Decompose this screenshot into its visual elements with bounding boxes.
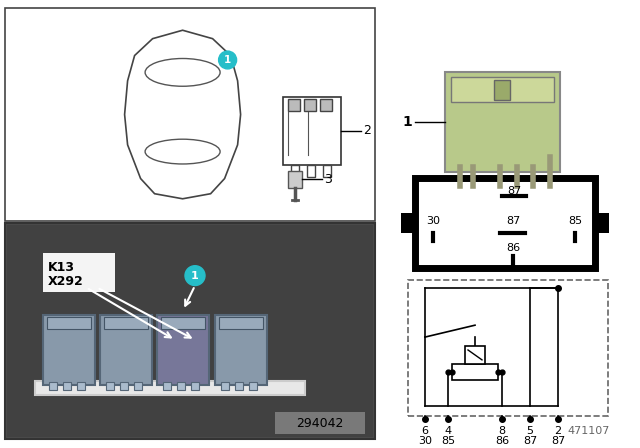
Text: X292: X292 [48, 275, 84, 288]
Circle shape [219, 51, 237, 69]
Bar [5, 8, 375, 221]
Text: K13: K13 [48, 261, 75, 274]
Text: 87: 87 [523, 436, 537, 446]
Bar [275, 413, 365, 434]
Text: 30: 30 [418, 436, 432, 446]
Bar [191, 382, 199, 390]
Bar [77, 382, 85, 390]
Bar [106, 382, 114, 390]
Ellipse shape [145, 139, 220, 164]
Bar [157, 315, 209, 385]
Bar [415, 178, 595, 268]
Bar [43, 315, 95, 385]
Text: 86: 86 [495, 436, 509, 446]
Text: 86: 86 [506, 243, 520, 253]
Bar [401, 213, 417, 233]
Text: 1: 1 [402, 115, 412, 129]
Ellipse shape [145, 59, 220, 86]
Bar [235, 382, 243, 390]
Text: 6: 6 [422, 426, 429, 436]
Bar [7, 225, 373, 437]
Text: 3: 3 [324, 173, 332, 186]
Text: 471107: 471107 [568, 426, 610, 436]
Text: 4: 4 [444, 426, 452, 436]
Bar [288, 171, 302, 188]
Bar [593, 213, 609, 233]
Circle shape [185, 266, 205, 285]
Bar [47, 317, 91, 329]
Text: 30: 30 [426, 216, 440, 226]
Text: 87: 87 [507, 186, 521, 196]
Bar [219, 317, 263, 329]
Text: 294042: 294042 [296, 417, 344, 430]
Text: 87: 87 [506, 216, 520, 226]
Bar [177, 382, 185, 390]
Bar [304, 99, 316, 111]
Text: 2: 2 [554, 426, 561, 436]
Text: 1: 1 [224, 55, 231, 65]
Bar [161, 317, 205, 329]
Bar [283, 97, 341, 164]
Bar [134, 382, 142, 390]
Text: 2: 2 [363, 125, 371, 138]
Bar [5, 223, 375, 439]
Bar [291, 164, 299, 177]
Text: 87: 87 [551, 436, 565, 446]
Text: 85: 85 [568, 216, 582, 226]
Bar [451, 78, 554, 102]
Bar [100, 315, 152, 385]
Bar [215, 315, 267, 385]
Bar [221, 382, 229, 390]
Text: 85: 85 [441, 436, 455, 446]
Bar [307, 164, 315, 177]
Bar [323, 164, 331, 177]
Bar [494, 80, 510, 100]
Bar [320, 99, 332, 111]
Bar [465, 346, 485, 364]
Text: 1: 1 [191, 271, 199, 280]
Bar [43, 253, 115, 293]
Bar [445, 73, 560, 172]
Bar [35, 381, 305, 395]
Bar [49, 382, 57, 390]
Bar [104, 317, 148, 329]
Bar [452, 364, 498, 380]
Bar [288, 99, 300, 111]
Text: 8: 8 [499, 426, 506, 436]
Bar [408, 280, 608, 416]
PathPatch shape [125, 30, 241, 199]
Bar [120, 382, 128, 390]
Bar [163, 382, 171, 390]
Bar [63, 382, 71, 390]
Text: 5: 5 [527, 426, 534, 436]
Bar [249, 382, 257, 390]
